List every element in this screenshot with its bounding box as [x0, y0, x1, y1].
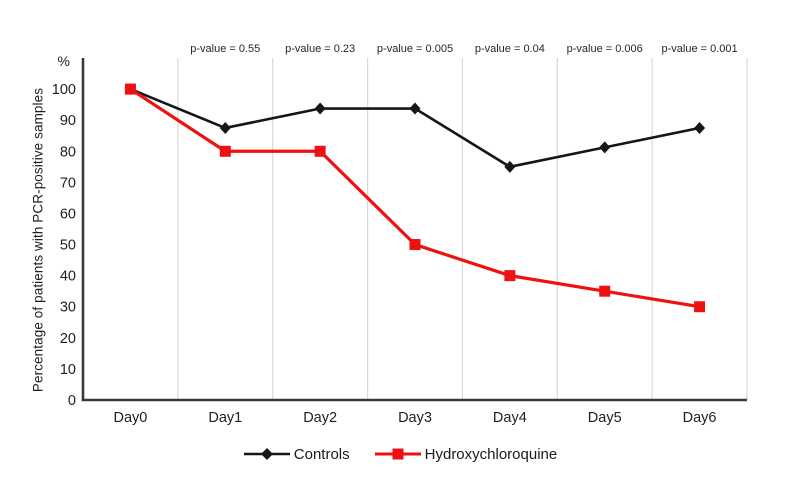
legend-item-controls: Controls — [243, 446, 350, 463]
p-value-label: p-value = 0.006 — [567, 43, 643, 55]
x-tick-label: Day5 — [588, 410, 622, 426]
series-line-hydroxychloroquine — [129, 87, 700, 309]
data-point-hydroxychloroquine — [314, 145, 326, 157]
y-axis-unit-label: % — [58, 53, 70, 69]
y-tick-label: 50 — [60, 238, 76, 254]
p-value-label: p-value = 0.55 — [190, 43, 260, 55]
data-point-controls — [694, 121, 706, 134]
data-point-controls — [504, 160, 516, 173]
y-tick-label: 30 — [60, 300, 76, 316]
x-tick-label: Day3 — [398, 410, 432, 426]
hydroxychloroquine-legend-marker-icon — [374, 448, 421, 460]
y-tick-label: 70 — [60, 175, 76, 191]
y-axis-title: Percentage of patients with PCR-positive… — [30, 87, 46, 393]
legend-label-controls: Controls — [293, 445, 350, 463]
p-value-label: p-value = 0.04 — [475, 43, 545, 55]
data-point-hydroxychloroquine — [694, 301, 706, 313]
y-tick-label: 10 — [60, 362, 76, 378]
y-tick-label: 100 — [52, 82, 76, 98]
x-tick-label: Day2 — [303, 410, 337, 426]
data-point-hydroxychloroquine — [599, 285, 611, 297]
p-value-label: p-value = 0.23 — [285, 43, 355, 55]
data-point-controls — [314, 102, 326, 115]
p-value-label: p-value = 0.001 — [662, 43, 738, 55]
data-point-controls — [599, 141, 611, 154]
y-tick-label: 0 — [68, 393, 76, 409]
y-tick-label: 40 — [60, 269, 76, 285]
controls-legend-marker-icon — [243, 448, 290, 460]
p-value-label: p-value = 0.005 — [377, 43, 453, 55]
x-tick-label: Day6 — [683, 410, 717, 426]
x-tick-label: Day1 — [208, 410, 242, 426]
y-tick-label: 90 — [60, 113, 76, 129]
legend-item-hydroxychloroquine: Hydroxychloroquine — [374, 445, 558, 463]
y-tick-label: 60 — [60, 206, 76, 222]
data-point-hydroxychloroquine — [504, 270, 516, 282]
y-tick-label: 80 — [60, 144, 76, 160]
data-point-controls — [219, 121, 231, 134]
series-line-controls — [129, 87, 700, 169]
y-tick-label: 20 — [60, 331, 76, 347]
data-point-controls — [409, 102, 421, 115]
data-point-hydroxychloroquine — [124, 83, 136, 95]
x-tick-label: Day0 — [113, 410, 147, 426]
x-tick-label: Day4 — [493, 410, 527, 426]
legend-label-hydroxychloroquine: Hydroxychloroquine — [424, 445, 558, 463]
data-point-hydroxychloroquine — [219, 145, 231, 157]
legend: Controls Hydroxychloroquine — [0, 443, 800, 465]
data-point-hydroxychloroquine — [409, 239, 421, 251]
